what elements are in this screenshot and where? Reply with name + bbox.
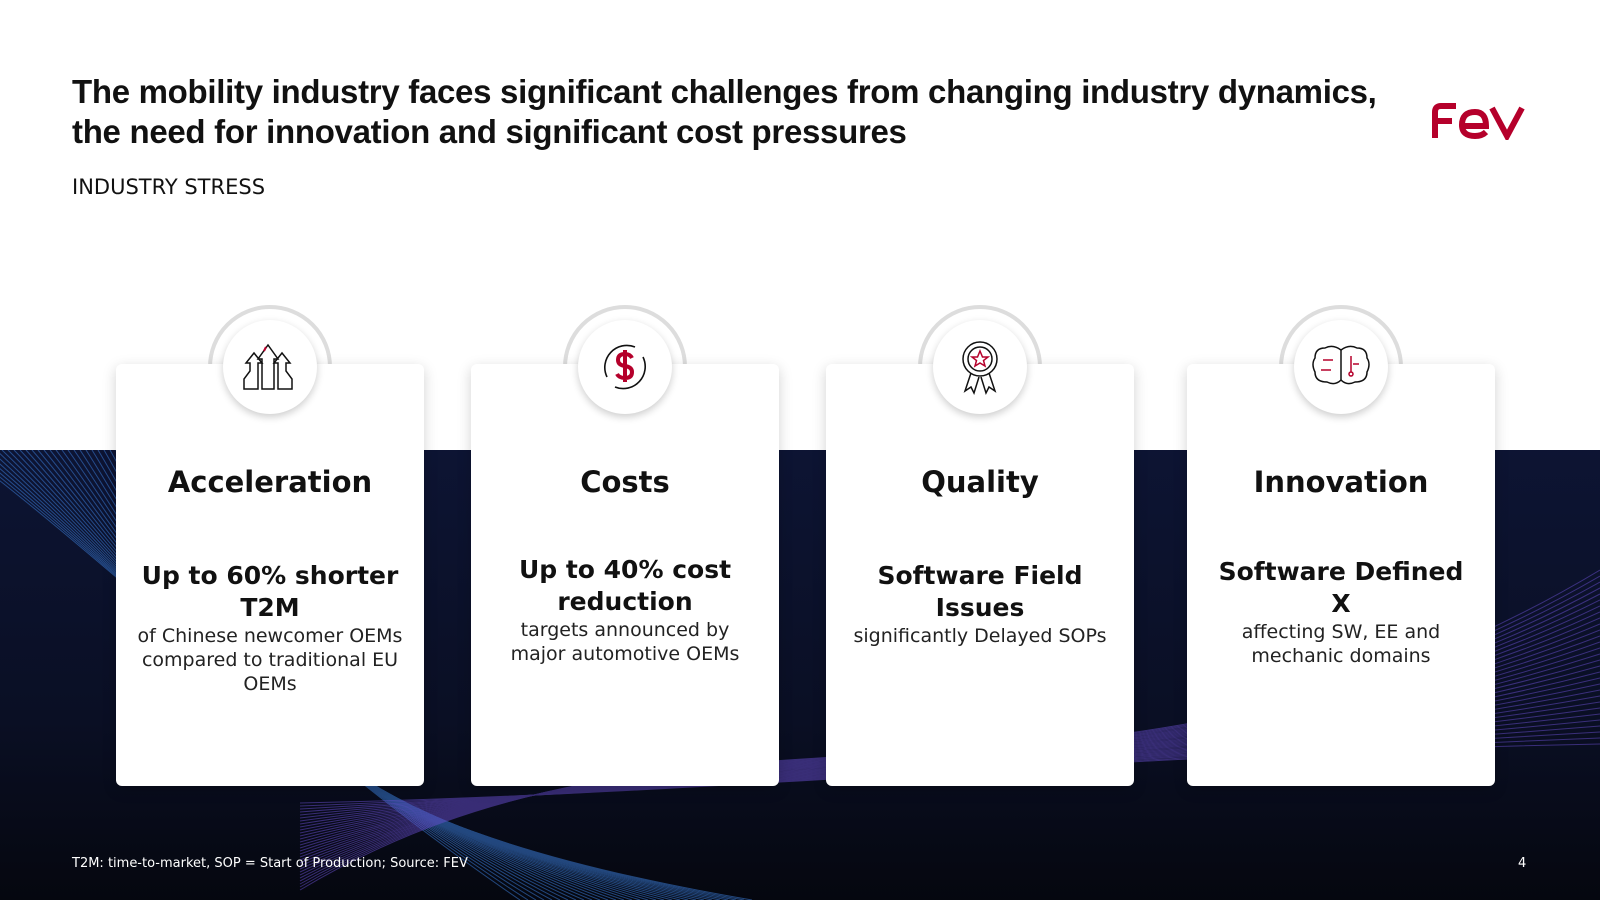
card-costs: Costs Up to 40% cost reduction targets an…	[471, 364, 779, 786]
page-number: 4	[1518, 856, 1527, 871]
header: The mobility industry faces significant …	[72, 72, 1412, 200]
arrows-up-icon	[223, 320, 317, 414]
card-heading: Innovation	[1253, 465, 1429, 499]
dollar-cycle-icon	[578, 320, 672, 414]
card-quality: Quality Software Field Issues significant…	[826, 364, 1134, 786]
card-heading: Quality	[921, 465, 1039, 499]
card-text: of Chinese newcomer OEMs compared to tra…	[137, 625, 403, 695]
card-acceleration: Acceleration Up to 60% shorter T2M of Chi…	[116, 364, 424, 786]
card-heading: Costs	[580, 465, 670, 499]
card-text: significantly Delayed SOPs	[853, 625, 1107, 647]
card-heading: Acceleration	[167, 465, 373, 499]
section-label: INDUSTRY STRESS	[72, 175, 266, 199]
brain-circuit-icon	[1294, 320, 1388, 414]
page-title: The mobility industry faces significant …	[72, 73, 1377, 150]
card-highlight: Up to 60% shorter T2M	[141, 561, 399, 622]
card-highlight: Up to 40% cost reduction	[518, 555, 732, 616]
card-highlight: Software Defined X	[1218, 557, 1464, 618]
award-star-icon	[933, 320, 1027, 414]
fev-logo	[1432, 100, 1528, 144]
card-text: targets announced by major automotive OE…	[510, 619, 740, 665]
footnote: T2M: time-to-market, SOP = Start of Prod…	[72, 856, 468, 871]
card-text: affecting SW, EE and mechanic domains	[1241, 621, 1441, 667]
card-highlight: Software Field Issues	[877, 561, 1083, 622]
